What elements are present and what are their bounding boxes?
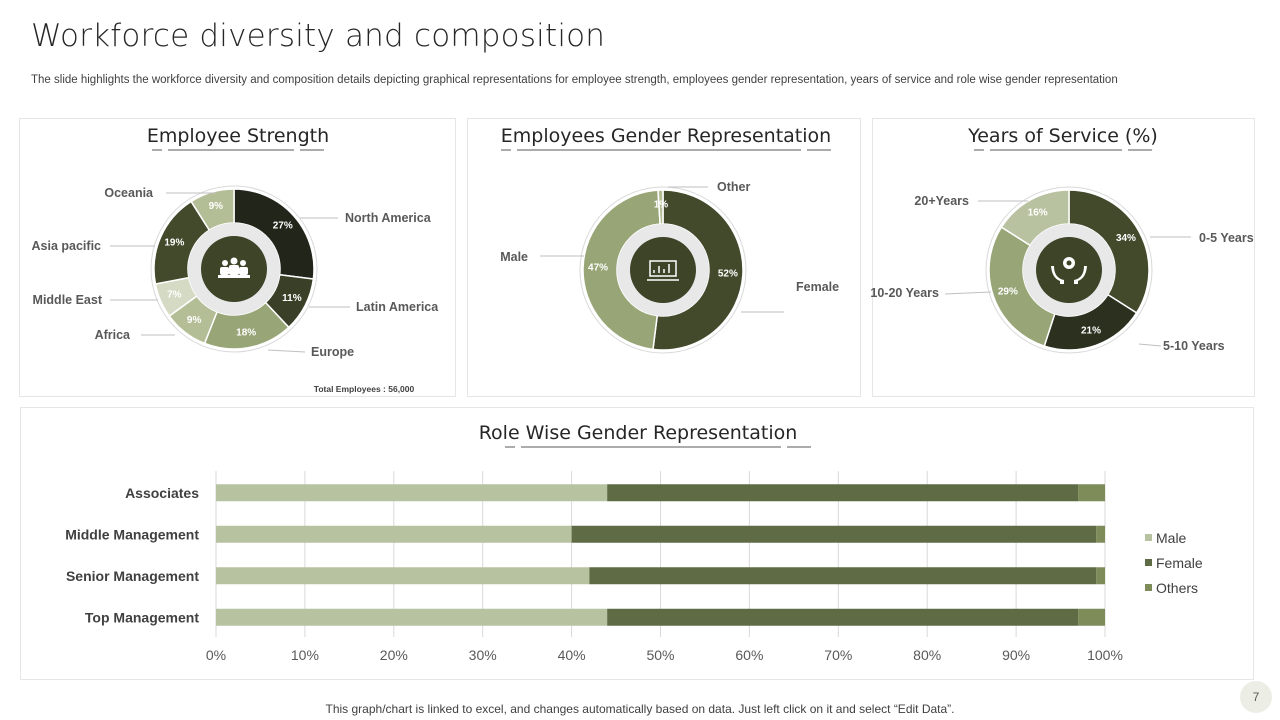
bar-female-top-management xyxy=(607,608,1079,626)
legend-label: Female xyxy=(1156,555,1203,571)
x-tick-label: 40% xyxy=(558,647,586,663)
team-icon xyxy=(218,257,250,278)
legend-label: Male xyxy=(1156,530,1187,546)
slice-category-label: Female xyxy=(796,280,839,294)
category-label: Top Management xyxy=(85,609,199,625)
slide-subtitle: The slide highlights the workforce diver… xyxy=(31,74,1118,86)
slice-percent-label: 34% xyxy=(1116,233,1136,244)
hands-gear-icon xyxy=(1051,257,1087,284)
chart-title: Years of Service (%) xyxy=(967,125,1158,147)
center-icon-disc xyxy=(1036,237,1102,303)
bar-male-top-management xyxy=(216,608,608,626)
slice-percent-label: 52% xyxy=(718,269,738,280)
category-label: Senior Management xyxy=(66,568,199,584)
years-of-service-panel: Years of Service (%) 34% 0-5 Years 21% 5-10… xyxy=(870,118,1255,397)
leader-line xyxy=(267,349,306,353)
presentation-icon xyxy=(647,260,679,281)
slice-percent-label: 16% xyxy=(1028,208,1048,219)
slice-percent-label: 27% xyxy=(273,221,293,232)
total-employees-annotation: Total Employees : 56,000 xyxy=(314,384,415,394)
slice-category-label: Oceania xyxy=(104,186,154,200)
bar-others-top-management xyxy=(1078,608,1105,626)
chart-title: Employee Strength xyxy=(147,125,329,147)
x-tick-label: 80% xyxy=(913,647,941,663)
legend-swatch-others xyxy=(1145,584,1152,591)
slice-category-label: Male xyxy=(500,250,528,264)
page-number-badge: 7 xyxy=(1240,681,1272,713)
slice-percent-label: 47% xyxy=(588,262,608,273)
bar-female-associates xyxy=(607,484,1079,502)
x-tick-label: 90% xyxy=(1002,647,1030,663)
bar-others-senior-management xyxy=(1096,567,1105,585)
bar-others-associates xyxy=(1078,484,1105,502)
x-tick-label: 0% xyxy=(206,647,226,663)
slice-percent-label: 18% xyxy=(236,327,256,338)
employee-strength-chart: Employee Strength 27% North America 11% Lat… xyxy=(32,125,440,394)
legend-swatch-female xyxy=(1145,559,1152,566)
leader-line xyxy=(1138,343,1162,347)
slice-percent-label: 19% xyxy=(164,238,184,249)
bar-others-middle-management xyxy=(1096,525,1105,543)
slice-percent-label: 7% xyxy=(167,289,182,300)
x-tick-label: 70% xyxy=(824,647,852,663)
slice-category-label: 20+Years xyxy=(914,194,969,208)
x-tick-label: 50% xyxy=(646,647,674,663)
employee-strength-panel: Employee Strength 27% North America 11% Lat… xyxy=(19,118,456,397)
x-tick-label: 60% xyxy=(735,647,763,663)
slice-percent-label: 1% xyxy=(654,200,669,211)
x-tick-label: 30% xyxy=(469,647,497,663)
legend-label: Others xyxy=(1156,580,1198,596)
slice-percent-label: 29% xyxy=(998,287,1018,298)
slice-percent-label: 9% xyxy=(209,201,224,212)
slice-category-label: Asia pacific xyxy=(32,239,102,253)
slice-category-label: Europe xyxy=(311,345,354,359)
bar-female-middle-management xyxy=(571,525,1097,543)
years-of-service-chart: Years of Service (%) 34% 0-5 Years 21% 5-10… xyxy=(870,125,1254,354)
bar-female-senior-management xyxy=(589,567,1097,585)
bar-male-middle-management xyxy=(216,525,572,543)
slice-category-label: Other xyxy=(717,180,750,194)
slice-category-label: Africa xyxy=(95,328,131,342)
slice-category-label: Middle East xyxy=(33,293,103,307)
slice-category-label: North America xyxy=(345,211,432,225)
x-tick-label: 100% xyxy=(1087,647,1123,663)
category-label: Associates xyxy=(125,485,199,501)
slice-percent-label: 21% xyxy=(1081,326,1101,337)
x-tick-label: 20% xyxy=(380,647,408,663)
slice-percent-label: 9% xyxy=(187,315,202,326)
role-wise-gender-chart: Role Wise Gender Representation 0% 10% 20%… xyxy=(65,422,1203,663)
chart-title: Employees Gender Representation xyxy=(501,125,831,147)
slice-percent-label: 11% xyxy=(282,293,302,304)
legend-swatch-male xyxy=(1145,534,1152,541)
slice-category-label: 10-20 Years xyxy=(870,286,939,300)
leader-line xyxy=(944,291,992,295)
gender-representation-panel: Employees Gender Representation 52% Femal… xyxy=(467,118,861,397)
bar-male-senior-management xyxy=(216,567,590,585)
center-icon-disc xyxy=(630,237,696,303)
category-label: Middle Management xyxy=(65,526,199,542)
slide-title: Workforce diversity and composition xyxy=(31,18,606,54)
chart-title: Role Wise Gender Representation xyxy=(479,422,798,444)
slice-category-label: Latin America xyxy=(356,300,439,314)
slice-category-label: 5-10 Years xyxy=(1163,339,1225,353)
x-tick-label: 10% xyxy=(291,647,319,663)
slice-category-label: 0-5 Years xyxy=(1199,231,1254,245)
role-wise-gender-panel: Role Wise Gender Representation 0% 10% 20%… xyxy=(20,407,1254,680)
gender-representation-chart: Employees Gender Representation 52% Femal… xyxy=(500,125,839,354)
bar-male-associates xyxy=(216,484,608,502)
footer-note: This graph/chart is linked to excel, and… xyxy=(325,702,955,716)
